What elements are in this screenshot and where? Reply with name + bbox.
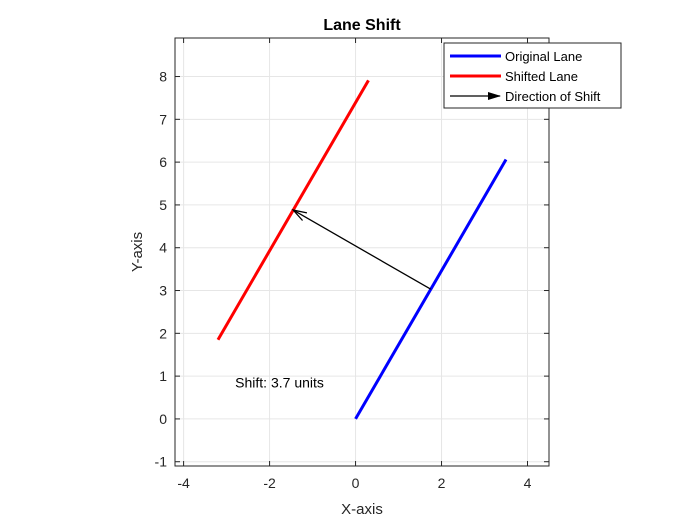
y-tick-label: 8 [159, 69, 167, 85]
y-tick-label: 4 [159, 240, 167, 256]
legend-label-original-lane: Original Lane [505, 49, 582, 64]
y-axis-label: Y-axis [129, 232, 146, 272]
x-tick-label: 4 [524, 475, 532, 491]
y-tick-label: 3 [159, 283, 167, 299]
ticks: -4 -2 0 2 4 -1 0 1 2 3 4 5 6 7 8 [155, 38, 549, 491]
legend: Original Lane Shifted Lane Direction of Sh… [443, 42, 622, 109]
legend-label-shifted-lane: Shifted Lane [505, 69, 578, 84]
y-tick-label: 2 [159, 325, 167, 341]
y-tick-label: -1 [155, 454, 168, 470]
y-tick-label: 1 [159, 368, 167, 384]
chart-title: Lane Shift [323, 17, 401, 34]
legend-arrowhead [488, 92, 501, 100]
original-lane-line [354, 158, 508, 420]
shift-annotation: Shift: 3.7 units [235, 375, 324, 391]
grid [175, 38, 549, 466]
x-tick-label: 2 [438, 475, 446, 491]
y-tick-label: 6 [159, 154, 167, 170]
x-axis-label: X-axis [341, 501, 383, 518]
axes-box [174, 37, 550, 467]
x-tick-label: 0 [352, 475, 360, 491]
shift-arrow-head [291, 209, 308, 221]
x-tick-label: -4 [177, 475, 190, 491]
x-tick-label: -2 [263, 475, 276, 491]
y-tick-label: 0 [159, 411, 167, 427]
plot-area [216, 79, 508, 420]
shift-arrow-line [292, 209, 432, 290]
y-tick-label: 7 [159, 111, 167, 127]
legend-label-direction-of-shift: Direction of Shift [505, 89, 601, 104]
y-tick-label: 5 [159, 197, 167, 213]
